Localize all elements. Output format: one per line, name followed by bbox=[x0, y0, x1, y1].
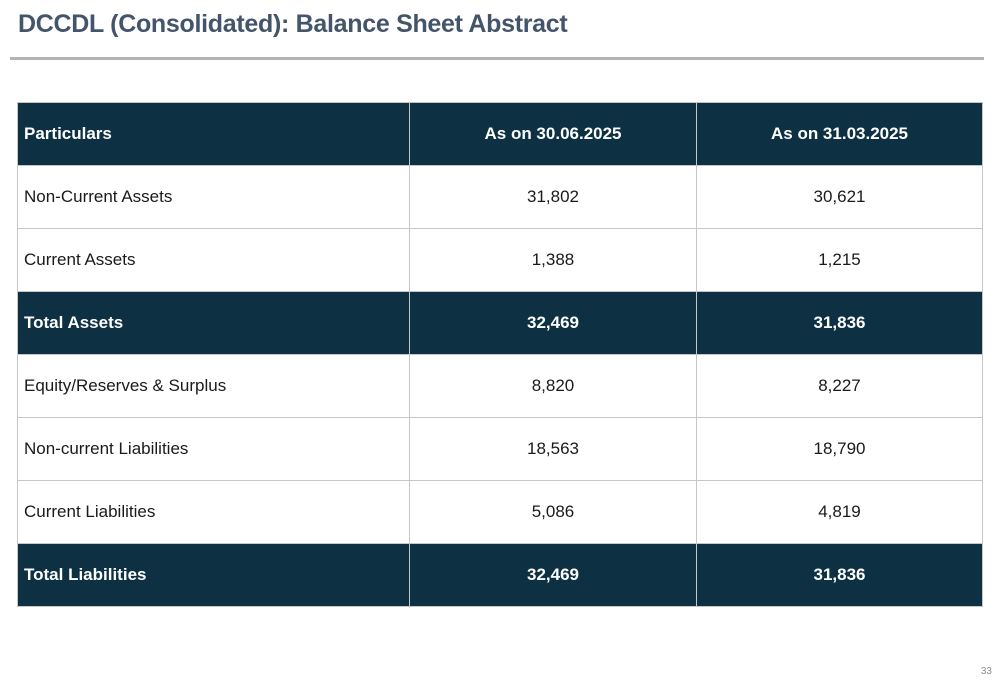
value-30-06-2025: 1,388 bbox=[409, 228, 697, 292]
page-number: 33 bbox=[980, 666, 992, 677]
row-label: Equity/Reserves & Surplus bbox=[17, 354, 410, 418]
table-header: Particulars As on 30.06.2025 As on 31.03… bbox=[17, 102, 983, 166]
table-body: Non-Current Assets 31,802 30,621 Current… bbox=[17, 165, 983, 607]
row-label: Total Liabilities bbox=[17, 543, 410, 607]
row-label: Current Assets bbox=[17, 228, 410, 292]
table-row: Non-Current Assets 31,802 30,621 bbox=[17, 165, 983, 229]
table-row: Current Assets 1,388 1,215 bbox=[17, 228, 983, 292]
value-30-06-2025: 32,469 bbox=[409, 291, 697, 355]
total-row: Total Assets 32,469 31,836 bbox=[17, 291, 983, 355]
value-30-06-2025: 18,563 bbox=[409, 417, 697, 481]
value-31-03-2025: 30,621 bbox=[696, 165, 983, 229]
value-30-06-2025: 32,469 bbox=[409, 543, 697, 607]
balance-sheet-table: Particulars As on 30.06.2025 As on 31.03… bbox=[17, 102, 983, 607]
value-31-03-2025: 31,836 bbox=[696, 291, 983, 355]
table-row: Current Liabilities 5,086 4,819 bbox=[17, 480, 983, 544]
value-31-03-2025: 1,215 bbox=[696, 228, 983, 292]
row-label: Total Assets bbox=[17, 291, 410, 355]
value-30-06-2025: 5,086 bbox=[409, 480, 697, 544]
page-title: DCCDL (Consolidated): Balance Sheet Abst… bbox=[18, 10, 568, 38]
table-header-row: Particulars As on 30.06.2025 As on 31.03… bbox=[17, 102, 983, 166]
table-row: Non-current Liabilities 18,563 18,790 bbox=[17, 417, 983, 481]
table-row: Equity/Reserves & Surplus 8,820 8,227 bbox=[17, 354, 983, 418]
column-header-particulars: Particulars bbox=[17, 102, 410, 166]
title-divider bbox=[10, 57, 984, 60]
row-label: Non-current Liabilities bbox=[17, 417, 410, 481]
total-row: Total Liabilities 32,469 31,836 bbox=[17, 543, 983, 607]
value-31-03-2025: 8,227 bbox=[696, 354, 983, 418]
value-31-03-2025: 18,790 bbox=[696, 417, 983, 481]
value-31-03-2025: 4,819 bbox=[696, 480, 983, 544]
row-label: Current Liabilities bbox=[17, 480, 410, 544]
value-31-03-2025: 31,836 bbox=[696, 543, 983, 607]
column-header-31-03-2025: As on 31.03.2025 bbox=[696, 102, 983, 166]
column-header-30-06-2025: As on 30.06.2025 bbox=[409, 102, 697, 166]
row-label: Non-Current Assets bbox=[17, 165, 410, 229]
value-30-06-2025: 8,820 bbox=[409, 354, 697, 418]
value-30-06-2025: 31,802 bbox=[409, 165, 697, 229]
